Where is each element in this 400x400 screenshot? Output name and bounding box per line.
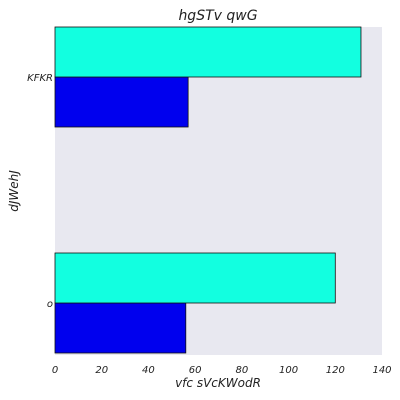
x-tick-label: 140 — [372, 365, 391, 376]
bar-o-series-2 — [54, 252, 336, 304]
bar-KFKR-series-2 — [54, 26, 362, 78]
x-tick-label: 120 — [326, 365, 345, 376]
x-tick-labels: 0 20 40 60 80 100 120 140 — [52, 365, 392, 376]
x-axis-label: vfc sVcKWodR — [175, 376, 261, 390]
x-tick-label: 60 — [189, 365, 202, 376]
x-tick-label: 40 — [142, 365, 155, 376]
y-tick-label: KFKR — [27, 73, 53, 84]
bar-o-series-1 — [54, 302, 187, 354]
chart-title: hgSTv qwG — [178, 8, 257, 24]
y-axis-label: dJWehJ — [7, 170, 21, 212]
y-tick-label: o — [47, 299, 53, 310]
y-tick-labels: o KFKR — [27, 73, 53, 310]
x-tick-label: 20 — [95, 365, 108, 376]
x-tick-label: 0 — [52, 365, 58, 376]
bar-group — [54, 26, 362, 354]
x-tick-label: 80 — [235, 365, 248, 376]
bar-KFKR-series-1 — [54, 76, 189, 128]
x-tick-label: 100 — [279, 365, 298, 376]
